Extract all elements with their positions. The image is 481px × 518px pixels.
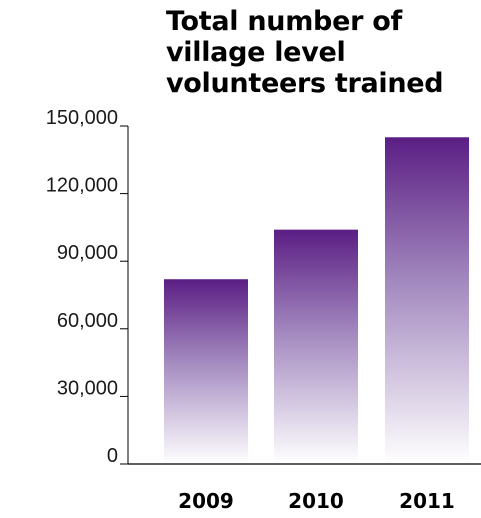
bar-2009 <box>164 279 248 464</box>
bar-2010 <box>274 229 358 464</box>
x-category-label: 2011 <box>399 489 455 513</box>
y-tick-label: 30,000 <box>57 377 118 399</box>
chart-title-line-1: Total number of <box>166 6 402 37</box>
chart-title-line-3: volunteers trained <box>166 68 444 99</box>
bar-2011 <box>385 137 469 464</box>
y-tick-label: 90,000 <box>57 242 118 264</box>
x-category-label: 2010 <box>288 489 344 513</box>
chart-title-line-2: village level <box>166 37 346 68</box>
y-tick-label: 120,000 <box>46 175 118 197</box>
y-axis: 0 30,000 60,000 90,000 120,000 150,000 <box>46 107 129 467</box>
y-tick-label: 0 <box>107 445 118 467</box>
x-category-label: 2009 <box>178 489 234 513</box>
y-tick-label: 150,000 <box>46 107 118 129</box>
chart-title: Total number of village level volunteers… <box>166 6 476 99</box>
x-axis: 2009 2010 2011 <box>128 463 481 513</box>
bars <box>164 137 469 464</box>
y-tick-label: 60,000 <box>57 310 118 332</box>
